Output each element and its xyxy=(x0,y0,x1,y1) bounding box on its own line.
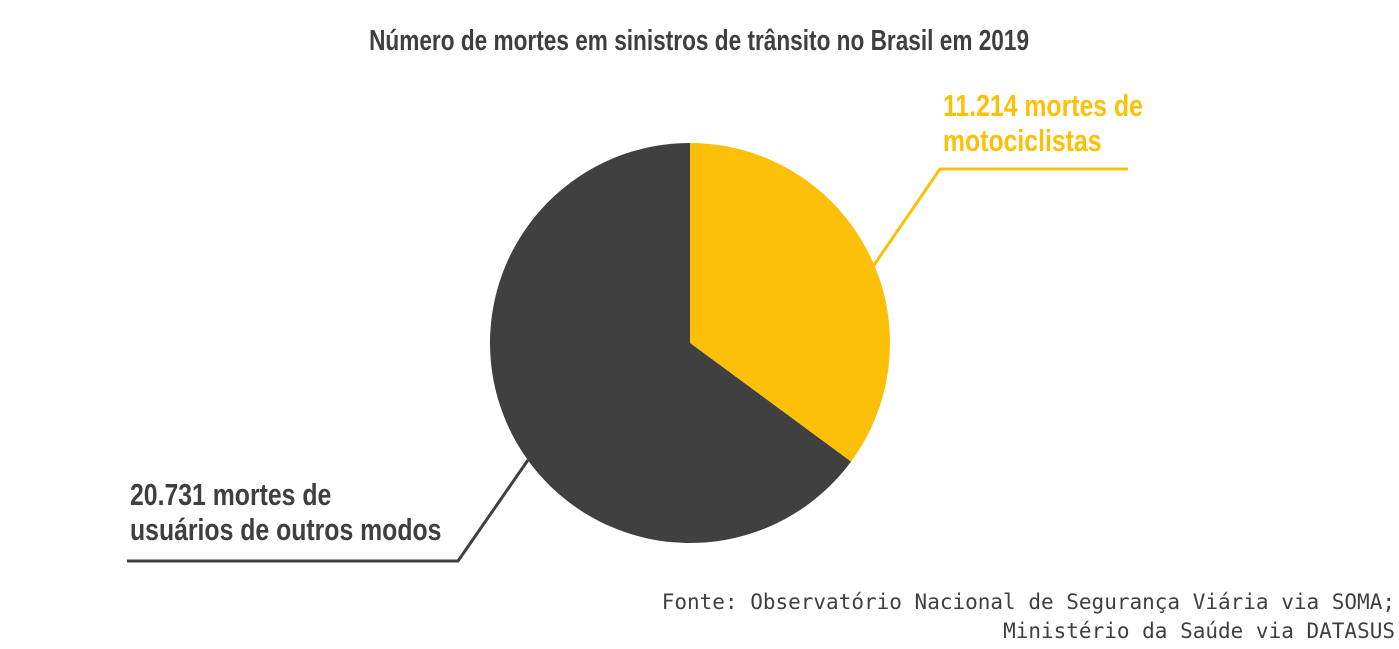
pie-slice-1 xyxy=(489,142,852,543)
annotation-outros-modos-line1: 20.731 mortes de xyxy=(130,477,332,512)
leader-line-outros-modos xyxy=(127,459,530,563)
annotation-motociclistas-line2: motociclistas xyxy=(943,123,1102,158)
source-note-line1: Fonte: Observatório Nacional de Seguranç… xyxy=(661,590,1395,614)
annotation-outros-modos: 20.731 mortes de usuários de outros modo… xyxy=(130,477,519,547)
chart-title: Número de mortes em sinistros de trânsit… xyxy=(0,25,1399,58)
annotation-motociclistas-line1: 11.214 mortes de xyxy=(943,88,1143,123)
source-note-line2: Ministério da Saúde via DATASUS xyxy=(1003,619,1395,643)
annotation-motociclistas: 11.214 mortes de motociclistas xyxy=(943,88,1193,158)
annotation-outros-modos-line2: usuários de outros modos xyxy=(130,512,442,547)
pie-slice-0 xyxy=(690,143,890,462)
leader-line-motociclistas xyxy=(870,167,1128,269)
chart-title-text: Número de mortes em sinistros de trânsit… xyxy=(369,25,1030,57)
source-note: Fonte: Observatório Nacional de Seguranç… xyxy=(662,588,1395,646)
